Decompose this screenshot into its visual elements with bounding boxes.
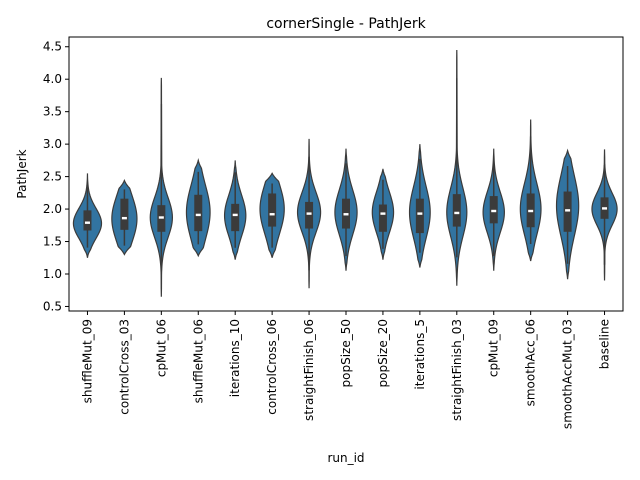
violin-median bbox=[306, 212, 312, 215]
y-tick-label: 1.5 bbox=[43, 235, 62, 249]
violin-box bbox=[231, 203, 240, 232]
violin-box bbox=[563, 191, 572, 232]
x-tick-label: iterations_5 bbox=[413, 319, 427, 390]
violin-median bbox=[195, 213, 201, 217]
violin-box bbox=[378, 204, 387, 232]
violin-median bbox=[454, 211, 460, 215]
violin-box bbox=[194, 194, 203, 232]
y-tick-label: 1.0 bbox=[43, 267, 62, 281]
violin-median bbox=[602, 207, 608, 210]
y-tick-label: 3.0 bbox=[43, 137, 62, 151]
x-axis: shuffleMut_09 controlCross_03 cpMut_06 shuf… bbox=[80, 311, 612, 429]
violin-box bbox=[83, 210, 92, 231]
x-tick-label: cpMut_06 bbox=[154, 319, 168, 377]
x-tick-label: controlCross_03 bbox=[117, 319, 131, 415]
violin-box bbox=[120, 198, 129, 230]
violin-median bbox=[84, 221, 90, 224]
violin-box bbox=[415, 198, 424, 234]
violin-median bbox=[232, 213, 238, 217]
y-axis: 0.5 1.0 1.5 2.0 2.5 3.0 3.5 4.0 4.5 bbox=[43, 40, 69, 313]
x-tick-label: baseline bbox=[598, 319, 612, 369]
violin-median bbox=[528, 209, 534, 213]
x-tick-label: straightFinish_06 bbox=[302, 319, 316, 421]
x-tick-label: smoothAcc_06 bbox=[524, 319, 538, 406]
x-tick-label: shuffleMut_06 bbox=[191, 319, 205, 403]
x-tick-label: iterations_10 bbox=[228, 319, 242, 397]
x-tick-label: shuffleMut_09 bbox=[80, 319, 94, 403]
chart-title: cornerSingle - PathJerk bbox=[266, 16, 426, 32]
y-tick-label: 4.5 bbox=[43, 40, 62, 54]
y-tick-label: 2.5 bbox=[43, 170, 62, 184]
x-tick-label: popSize_50 bbox=[339, 319, 353, 387]
violin-median bbox=[417, 212, 423, 215]
x-tick-label: controlCross_06 bbox=[265, 319, 279, 415]
violin-box bbox=[305, 201, 314, 229]
plot-area bbox=[72, 49, 618, 297]
x-tick-label: popSize_20 bbox=[376, 319, 390, 387]
x-tick-label: cpMut_09 bbox=[487, 319, 501, 377]
plot-frame bbox=[68, 36, 624, 312]
violin-median bbox=[565, 209, 571, 212]
y-tick-label: 0.5 bbox=[43, 299, 62, 313]
y-tick-label: 3.5 bbox=[43, 105, 62, 119]
violin-median bbox=[158, 216, 164, 219]
violin-median bbox=[343, 213, 349, 216]
violin-median bbox=[380, 212, 386, 215]
x-tick-label: smoothAccMut_03 bbox=[561, 319, 575, 429]
y-tick-label: 4.0 bbox=[43, 72, 62, 86]
y-axis-label: PathJerk bbox=[15, 149, 29, 198]
violin-median bbox=[121, 216, 127, 220]
violin-box bbox=[268, 193, 277, 227]
violin-median bbox=[269, 213, 275, 216]
violin-box bbox=[489, 196, 498, 224]
y-tick-label: 2.0 bbox=[43, 202, 62, 216]
violin-median bbox=[491, 209, 497, 213]
x-tick-label: straightFinish_03 bbox=[450, 319, 464, 421]
x-axis-label: run_id bbox=[327, 451, 364, 465]
violin-box bbox=[452, 194, 461, 227]
